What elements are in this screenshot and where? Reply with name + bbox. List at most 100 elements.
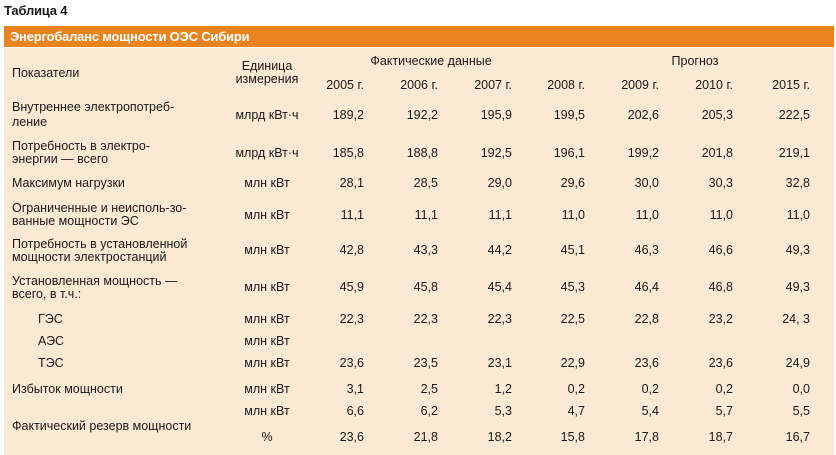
table-title-bar: Энергобаланс мощности ОЭС Сибири bbox=[4, 26, 834, 47]
row-label: ТЭС bbox=[38, 356, 64, 370]
table-cell: 23,2 bbox=[708, 312, 733, 326]
table-cell: 0,2 bbox=[641, 382, 659, 396]
table-cell: 2,5 bbox=[420, 382, 438, 396]
row-unit: млн кВт bbox=[244, 382, 290, 396]
table-cell: 30,0 bbox=[634, 176, 659, 190]
row-unit: млн кВт bbox=[244, 356, 290, 370]
row-unit: % bbox=[261, 430, 273, 444]
table-cell: 192,5 bbox=[480, 146, 512, 160]
row-label: АЭС bbox=[38, 334, 65, 348]
table-cell: 22,8 bbox=[634, 312, 659, 326]
table-cell: 0,2 bbox=[567, 382, 585, 396]
table-cell: 0,0 bbox=[792, 382, 810, 396]
row-label: Потребность в установленной bbox=[12, 237, 188, 251]
row-label: энергии — всего bbox=[12, 152, 109, 166]
table-cell: 199,5 bbox=[553, 108, 585, 122]
table-cell: 188,8 bbox=[406, 146, 438, 160]
table-cell: 222,5 bbox=[778, 108, 810, 122]
table-cell: 21,8 bbox=[413, 430, 438, 444]
row-unit: млрд кВт·ч bbox=[235, 146, 299, 160]
table-cell: 32,8 bbox=[785, 176, 810, 190]
row-label: ГЭС bbox=[38, 312, 63, 326]
table-cell: 5,5 bbox=[792, 404, 810, 418]
table-cell: 11,1 bbox=[340, 208, 364, 222]
row-label: Избыток мощности bbox=[12, 382, 123, 396]
row-label: Установленная мощность — bbox=[12, 274, 178, 288]
table-cell: 205,3 bbox=[701, 108, 733, 122]
table-cell: 189,2 bbox=[332, 108, 364, 122]
row-label: ванные мощности ЭС bbox=[12, 214, 139, 228]
row-label: Фактический резерв мощности bbox=[12, 419, 192, 433]
table-cell: 24,9 bbox=[785, 356, 810, 370]
table-cell: 4,7 bbox=[567, 404, 585, 418]
table-cell: 49,3 bbox=[785, 243, 810, 257]
table-cell: 16,7 bbox=[785, 430, 810, 444]
table-cell: 15,8 bbox=[560, 430, 585, 444]
row-label: мощности электростанций bbox=[12, 250, 167, 264]
table-cell: 43,3 bbox=[413, 243, 438, 257]
table-cell: 22,3 bbox=[339, 312, 364, 326]
header-unit: Единица bbox=[241, 59, 293, 73]
table-title: Энергобаланс мощности ОЭС Сибири bbox=[10, 29, 250, 44]
table-cell: 11,0 bbox=[635, 208, 659, 222]
header-indicator: Показатели bbox=[12, 66, 80, 80]
table-cell: 202,6 bbox=[627, 108, 659, 122]
table-cell: 23,5 bbox=[413, 356, 438, 370]
row-unit: млн кВт bbox=[244, 280, 290, 294]
row-label: ление bbox=[12, 115, 48, 129]
table-cell: 3,1 bbox=[346, 382, 364, 396]
row-label: Максимум нагрузки bbox=[12, 176, 125, 190]
table-cell: 17,8 bbox=[634, 430, 659, 444]
table-cell: 23,6 bbox=[339, 356, 364, 370]
row-unit: млн кВт bbox=[244, 334, 290, 348]
table-cell: 22,5 bbox=[560, 312, 585, 326]
table-cell: 42,8 bbox=[339, 243, 364, 257]
row-label: Внутреннее электропотреб- bbox=[12, 100, 175, 114]
table-cell: 28,5 bbox=[413, 176, 438, 190]
table-cell: 5,4 bbox=[641, 404, 659, 418]
table-cell: 11,0 bbox=[709, 208, 733, 222]
table-cell: 24, 3 bbox=[782, 312, 810, 326]
table-cell: 18,2 bbox=[487, 430, 512, 444]
table-cell: 11,0 bbox=[561, 208, 585, 222]
row-label: всего, в т.ч.: bbox=[12, 287, 82, 301]
table-cell: 185,8 bbox=[332, 146, 364, 160]
table-body bbox=[4, 48, 834, 455]
row-label: Ограниченные и неисполь-зо- bbox=[12, 201, 187, 215]
table-cell: 29,0 bbox=[487, 176, 512, 190]
header-group-forecast: Прогноз bbox=[671, 54, 719, 68]
row-unit: млн кВт bbox=[244, 312, 290, 326]
header-year: 2005 г. bbox=[326, 78, 364, 92]
table-cell: 5,3 bbox=[494, 404, 512, 418]
table-cell: 28,1 bbox=[339, 176, 364, 190]
table-cell: 6,2 bbox=[420, 404, 438, 418]
table-cell: 18,7 bbox=[708, 430, 733, 444]
table-cell: 11,0 bbox=[786, 208, 810, 222]
table-cell: 0,2 bbox=[715, 382, 733, 396]
row-unit: млн кВт bbox=[244, 404, 290, 418]
table-cell: 201,8 bbox=[701, 146, 733, 160]
table-cell: 11,1 bbox=[414, 208, 438, 222]
table-cell: 45,8 bbox=[413, 280, 438, 294]
table-cell: 23,1 bbox=[487, 356, 512, 370]
row-unit: млн кВт bbox=[244, 243, 290, 257]
table-cell: 46,6 bbox=[708, 243, 733, 257]
table-cell: 45,9 bbox=[339, 280, 364, 294]
header-year: 2015 г. bbox=[772, 78, 810, 92]
table-cell: 23,6 bbox=[708, 356, 733, 370]
table-cell: 46,3 bbox=[634, 243, 659, 257]
table-cell: 6,6 bbox=[346, 404, 364, 418]
table-cell: 11,1 bbox=[488, 208, 512, 222]
table-cell: 199,2 bbox=[627, 146, 659, 160]
table-cell: 45,3 bbox=[560, 280, 585, 294]
table-cell: 5,7 bbox=[715, 404, 733, 418]
header-year: 2006 г. bbox=[400, 78, 438, 92]
table-cell: 44,2 bbox=[487, 243, 512, 257]
table-cell: 196,1 bbox=[553, 146, 585, 160]
table-cell: 46,4 bbox=[634, 280, 659, 294]
row-unit: млрд кВт·ч bbox=[235, 108, 299, 122]
row-label: Потребность в электро- bbox=[12, 139, 150, 153]
table-cell: 22,3 bbox=[413, 312, 438, 326]
table-cell: 49,3 bbox=[785, 280, 810, 294]
header-year: 2009 г. bbox=[621, 78, 659, 92]
